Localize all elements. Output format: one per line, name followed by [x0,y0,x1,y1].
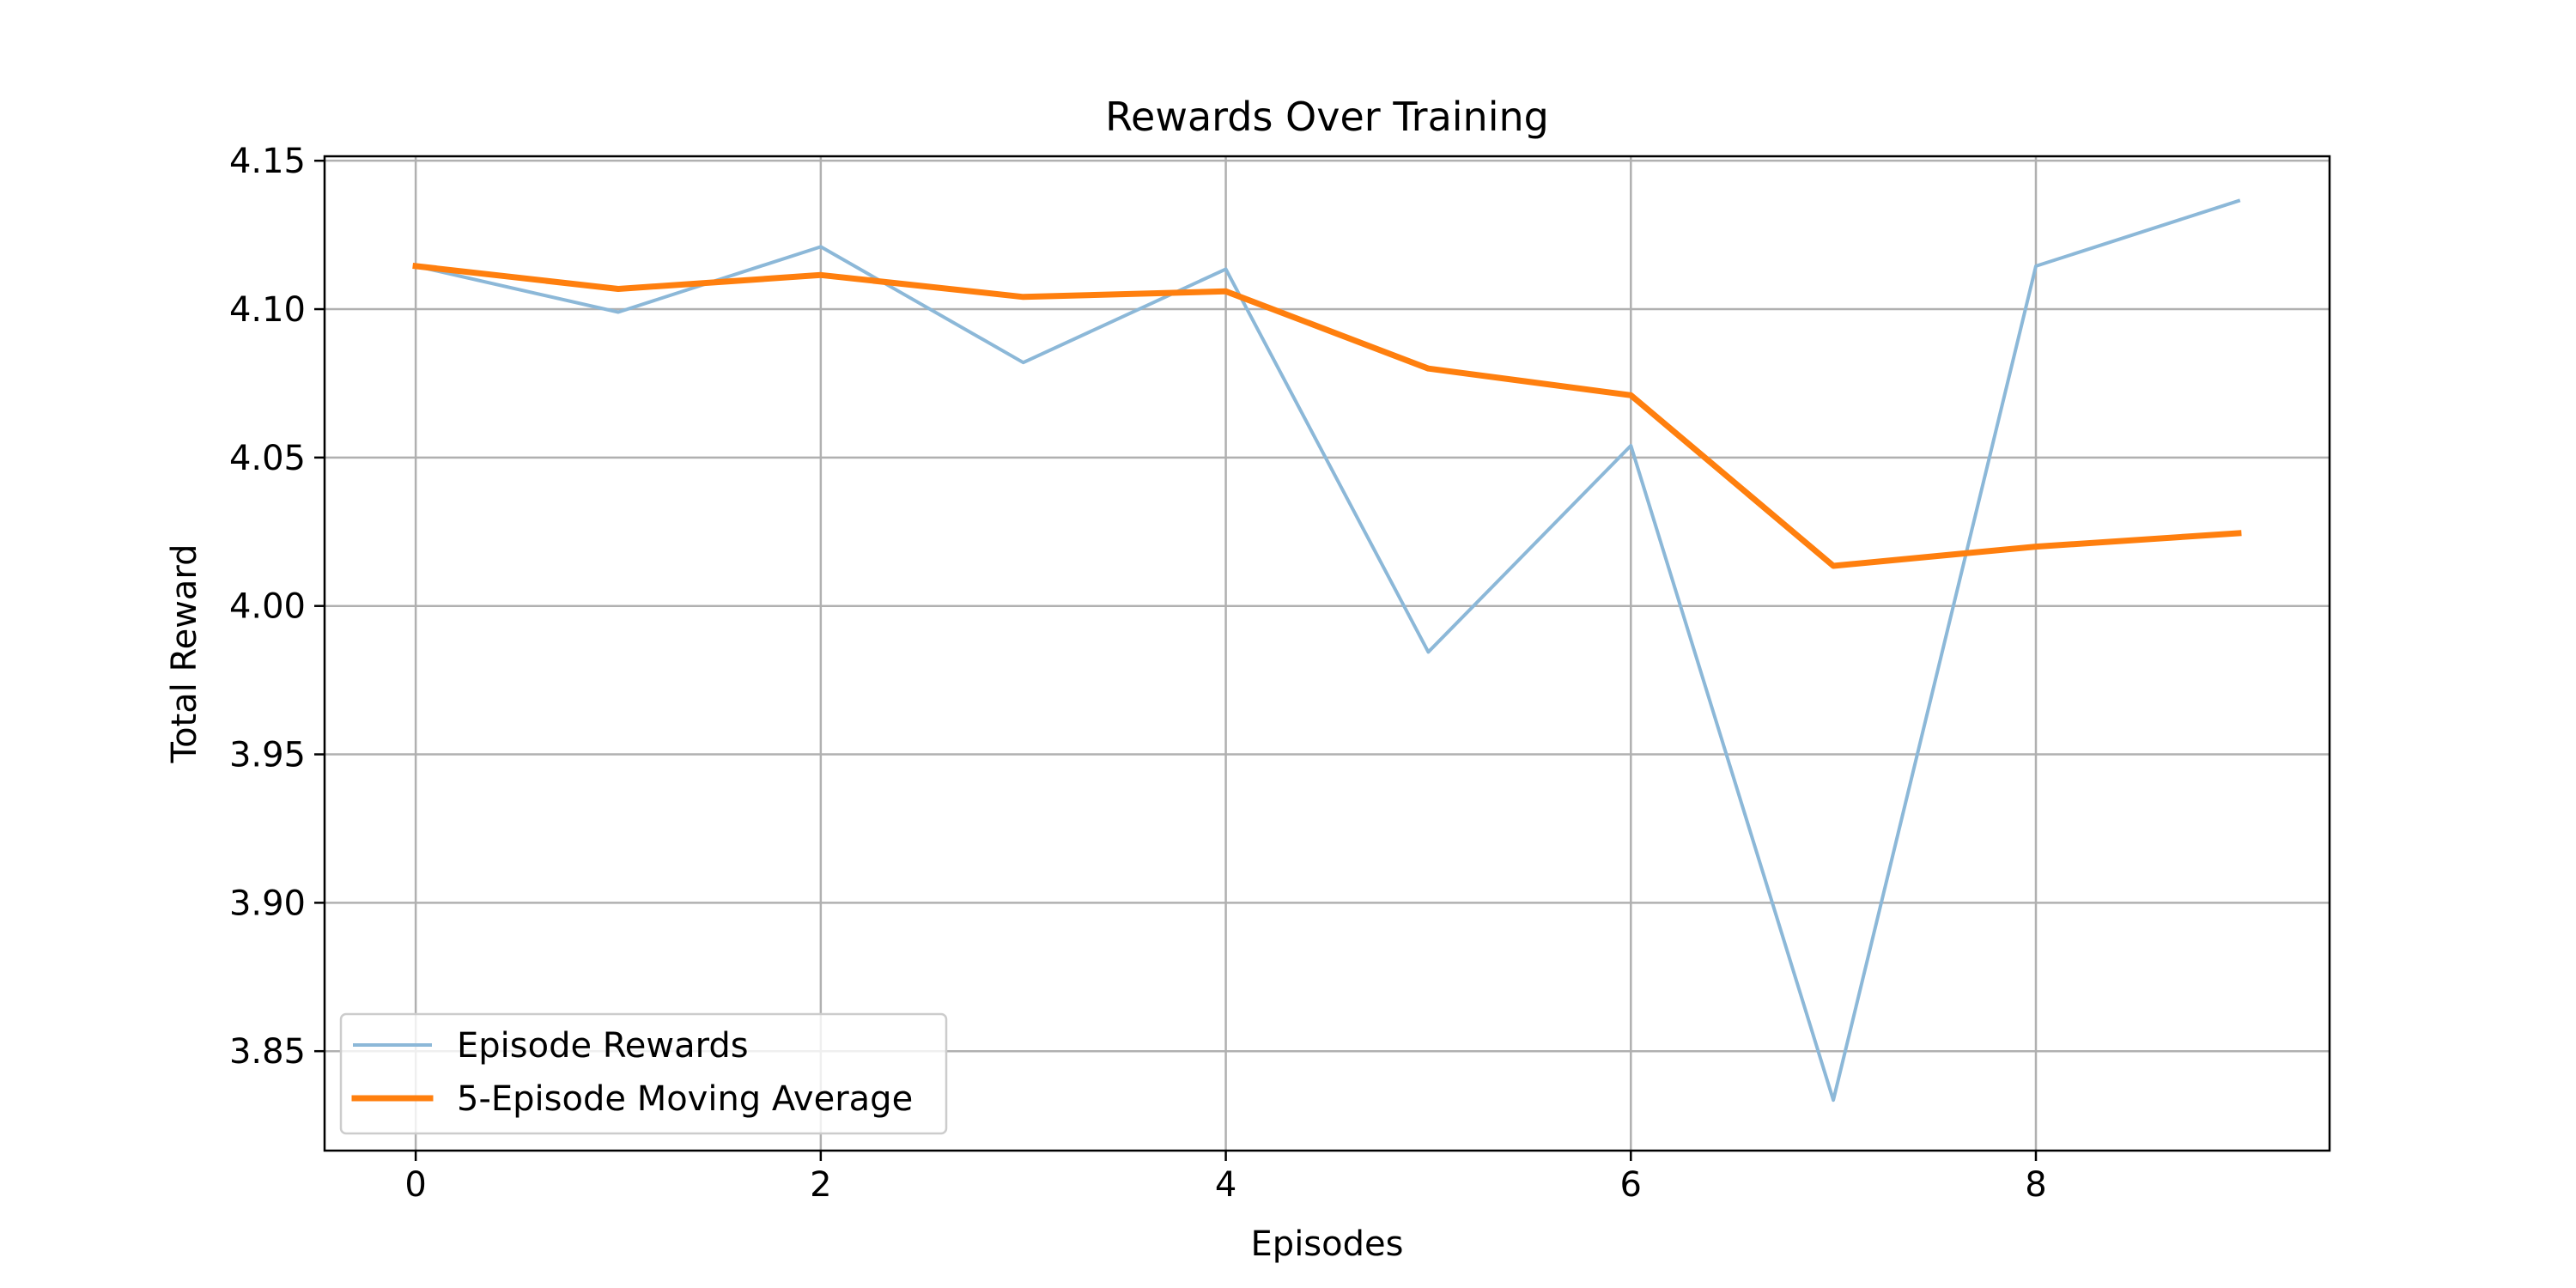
y-tick-label: 4.15 [229,142,306,181]
series-lines [412,198,2242,1103]
plot-frame [323,155,2331,1152]
x-tick-label: 8 [2025,1165,2046,1205]
legend-label-episode-rewards: Episode Rewards [457,1026,749,1066]
y-tick-label: 3.90 [229,884,306,923]
axis-ticks: 0 2 4 6 8 3.85 3.90 3.95 4.00 4.05 4.10 4.15 [229,142,2047,1205]
y-axis-label: Total Reward [165,544,204,763]
legend-box [339,1012,948,1135]
x-tick-label: 2 [810,1165,831,1205]
y-tick-label: 3.85 [229,1032,306,1072]
x-tick-label: 6 [1620,1165,1642,1205]
legend-label-moving-average: 5-Episode Moving Average [457,1079,913,1119]
y-tick-label: 4.00 [229,587,306,627]
x-tick-label: 4 [1215,1165,1236,1205]
x-tick-label: 0 [404,1165,426,1205]
x-axis-label: Episodes [1251,1224,1404,1264]
y-tick-label: 4.10 [229,290,306,330]
legend: Episode Rewards 5-Episode Moving Average [339,1012,948,1135]
y-tick-label: 3.95 [229,736,306,775]
y-tick-label: 4.05 [229,439,306,478]
chart-title: Rewards Over Training [1105,94,1549,140]
series-line-moving-average [412,263,2242,569]
